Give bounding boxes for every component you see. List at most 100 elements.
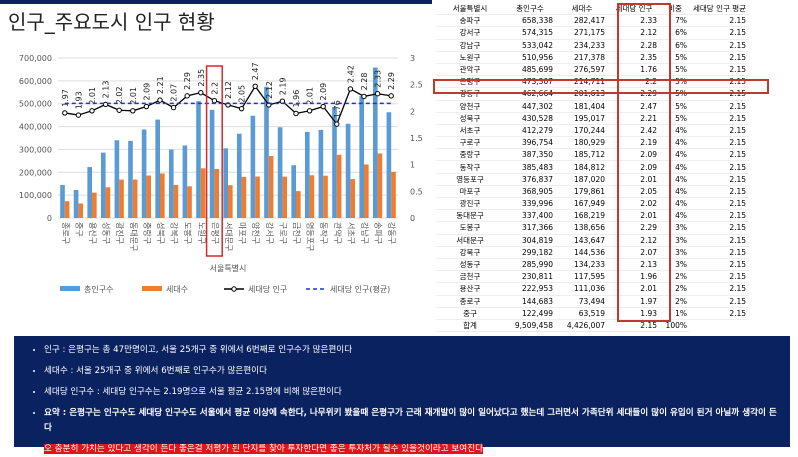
table-cell: 2.09 [608, 160, 660, 174]
table-cell: 285,990 [504, 258, 556, 272]
bar [92, 192, 97, 218]
table-cell: 중구 [436, 307, 504, 320]
marker [184, 93, 190, 99]
chart: 0 100,000 200,000 300,000 400,000 500,000 600,… [19, 54, 423, 294]
x-tick-label: 영등포구 [306, 222, 316, 251]
data-label: 2.19 [278, 77, 287, 95]
data-label: 2.35 [197, 69, 206, 87]
y2-tick-label: 2.5 [410, 81, 423, 90]
table-cell: 4% [660, 197, 690, 211]
table-cell: 143,647 [556, 234, 608, 247]
y-tick-label: 500,000 [19, 100, 52, 109]
marker [62, 110, 68, 116]
table-cell: 195,017 [556, 112, 608, 125]
bar [304, 131, 310, 218]
table-cell: 4% [660, 136, 690, 150]
bar [73, 190, 79, 218]
x-tick-label: 용산구 [88, 222, 98, 244]
data-table: 서울특별시 총인구수 세대수 세대당 인구 비중 세대당 인구 평균 송파구 658,338 2… [436, 3, 750, 333]
bar [141, 129, 147, 218]
x-tick-label: 강북구 [170, 222, 180, 244]
bar [105, 187, 111, 218]
table-cell: 2.13 [608, 258, 660, 272]
table-cell: 2.15 [690, 136, 750, 150]
note-text: 세대당 인구수 : 세대당 인구수는 2.19명으로 서울 평균 2.15명에 … [44, 387, 342, 397]
table-row: 광진구 339,996 167,949 2.02 4% 2.15 [436, 197, 750, 211]
marker [320, 103, 326, 110]
table-cell: 337,400 [504, 209, 556, 223]
bar [323, 175, 328, 218]
header-cell: 세대당 인구 [608, 3, 660, 16]
data-label: 1.76 [333, 100, 342, 118]
table-cell: 4% [660, 209, 690, 223]
table-cell: 2.02 [608, 197, 660, 211]
bar [268, 156, 274, 218]
marker [102, 101, 109, 108]
table-row: 영등포구 376,837 187,020 2.01 4% 2.15 [436, 173, 750, 186]
y-tick-label: 200,000 [19, 168, 52, 177]
table-cell: 73,494 [556, 295, 608, 308]
bar [200, 168, 206, 218]
y2-tick-label: 0.5 [410, 187, 423, 196]
header-row: 서울특별시 총인구수 세대수 세대당 인구 비중 세대당 인구 평균 [436, 3, 750, 16]
table-cell: 서초구 [436, 124, 504, 138]
x-tick-label: 종로구 [61, 222, 70, 244]
y-tick-label: 100,000 [19, 191, 52, 200]
bar [277, 127, 283, 218]
bar [100, 152, 106, 218]
note: 세대수 : 서울 25개구 중 위에서 6번째로 인구수가 많은편이다 [44, 364, 780, 379]
marker [130, 108, 136, 114]
table-cell: 1.97 [608, 295, 660, 308]
table-cell: 2.15 [690, 258, 750, 272]
y2-tick-label: 0 [410, 214, 415, 223]
table-cell: 1.76 [608, 63, 660, 77]
bar [255, 176, 260, 218]
table-row: 도봉구 317,366 138,656 2.29 3% 2.15 [436, 221, 750, 235]
table-cell: 2.15 [690, 148, 750, 162]
x-tick-label: 광진구 [115, 222, 125, 244]
total-cell: 100% [660, 318, 690, 333]
table-cell: 473,307 [504, 75, 556, 89]
table-row: 종로구 144,683 73,494 1.97 2% 2.15 [436, 295, 750, 308]
table-cell: 2.07 [608, 246, 660, 259]
y2-tick-label: 3 [410, 54, 415, 63]
row-highlight [433, 79, 769, 94]
marker [388, 93, 394, 99]
table-cell: 2% [660, 282, 690, 296]
table-row: 마포구 368,905 179,861 2.05 4% 2.15 [436, 185, 750, 199]
table-cell: 양천구 [436, 100, 504, 113]
data-label: 2.01 [88, 87, 97, 105]
data-label: 2.01 [129, 87, 138, 105]
table-cell: 2.15 [690, 100, 750, 113]
table-cell: 214,711 [556, 75, 608, 89]
marker [252, 83, 258, 89]
bar [336, 154, 342, 218]
marker [170, 104, 177, 111]
legend-label: 세대당 인구(평균) [330, 284, 390, 294]
table-cell: 5% [660, 75, 690, 89]
table-cell: 368,905 [504, 185, 556, 199]
y-tick-label: 400,000 [19, 123, 52, 132]
header-cell: 세대당 인구 평균 [690, 3, 750, 16]
bar [196, 101, 201, 218]
header-cell: 비중 [660, 3, 690, 16]
bar [160, 173, 165, 218]
bar [60, 184, 65, 218]
bar [386, 112, 392, 218]
table-cell: 168,219 [556, 209, 608, 223]
table-cell: 234,233 [556, 39, 608, 52]
table-cell: 122,499 [504, 307, 556, 320]
table-cell: 574,315 [504, 26, 556, 40]
table-cell: 2.15 [690, 246, 750, 259]
bar [391, 171, 396, 218]
total-cell: 2.15 [608, 318, 660, 333]
column-highlight [617, 3, 671, 322]
table-cell: 117,595 [556, 270, 608, 284]
marker [293, 110, 299, 117]
data-label: 2.33 [374, 70, 383, 88]
y-tick-label: 0 [47, 214, 52, 223]
marker [143, 103, 150, 110]
marker [361, 93, 367, 100]
marker [238, 105, 245, 112]
